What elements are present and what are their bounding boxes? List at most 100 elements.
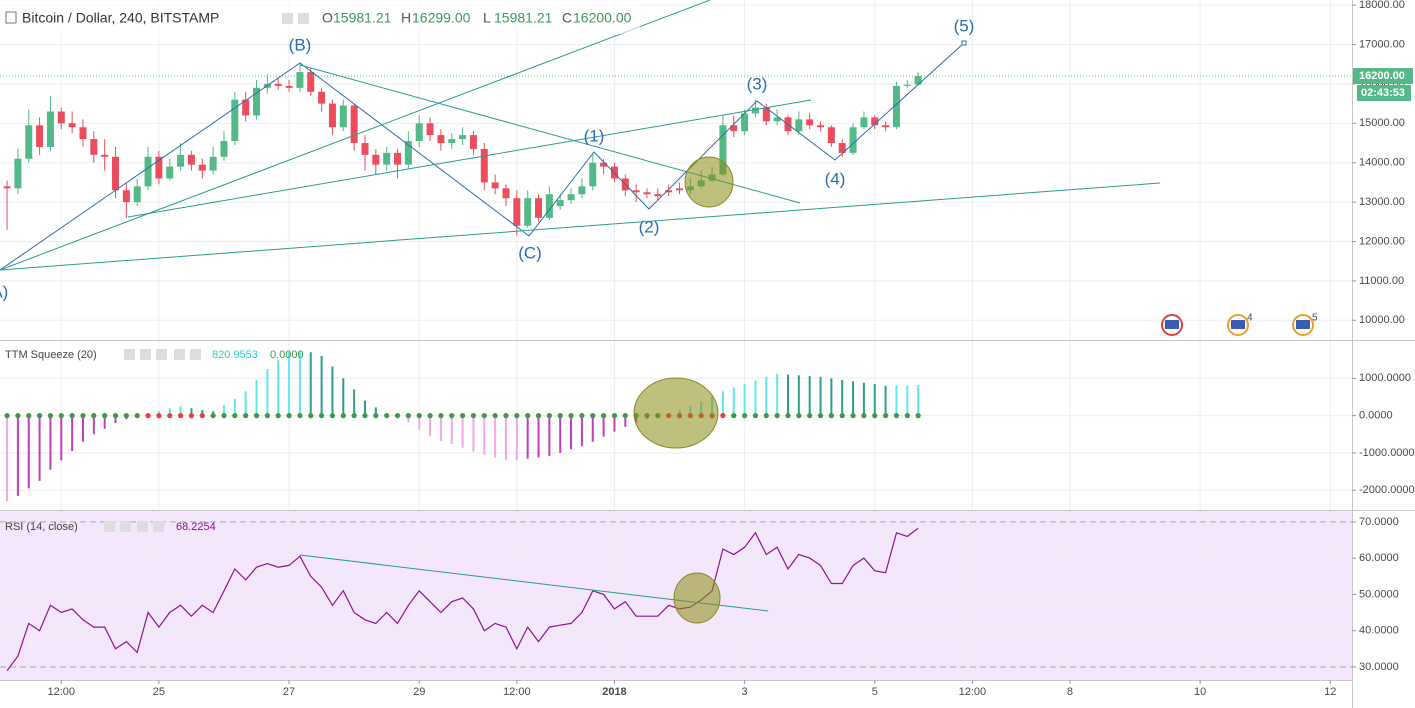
candle-body — [892, 85, 900, 128]
candle-body — [372, 154, 380, 165]
squeeze-dot — [167, 413, 173, 419]
trend-line — [127, 99, 812, 218]
squeeze-dot — [405, 413, 411, 419]
squeeze-dot — [850, 413, 856, 419]
candle-body — [231, 99, 239, 142]
x-tick-label: 27 — [283, 686, 295, 698]
indicator-icons — [104, 521, 164, 532]
candle-body — [524, 198, 532, 226]
squeeze-dot — [188, 413, 195, 419]
squeeze-dot — [839, 413, 845, 419]
wave-label: (B) — [289, 35, 312, 54]
candle-body — [589, 162, 597, 187]
candle-body — [914, 76, 922, 85]
candle-body — [68, 123, 76, 128]
marks — [0, 64, 1352, 671]
squeeze-dot — [601, 413, 607, 419]
squeeze-dot — [622, 413, 628, 419]
candle-body — [198, 164, 206, 171]
squeeze-dot — [394, 413, 401, 419]
y-tick-label: 12000.00 — [1359, 235, 1405, 247]
x-tick-label: 12:00 — [503, 686, 531, 698]
indicator-value: 68.2254 — [176, 521, 216, 533]
squeeze-dot — [438, 413, 444, 419]
y-tick-label: 15000.00 — [1359, 117, 1405, 129]
event-badges: 4 5 — [1161, 313, 1318, 336]
ohlc-value: 15981.21 — [494, 10, 553, 26]
squeeze-dot — [449, 413, 455, 419]
y-tick-label: 1000.0000 — [1359, 372, 1411, 384]
y-tick-label: 40.0000 — [1359, 625, 1399, 637]
squeeze-dot — [210, 413, 216, 419]
last-price-box — [1353, 68, 1413, 85]
ohlc-key: O — [322, 10, 333, 26]
squeeze-dot — [384, 413, 390, 419]
y-tick-label: 0.0000 — [1359, 410, 1393, 422]
candle-body — [654, 194, 662, 197]
candle-body — [46, 111, 54, 147]
candle-body — [90, 139, 98, 155]
x-tick-label: 3 — [742, 686, 748, 698]
candle-body — [274, 83, 282, 86]
y-tick-label: 50.0000 — [1359, 588, 1399, 600]
squeeze-dot — [80, 413, 86, 419]
x-tick-label: 12 — [1324, 686, 1336, 698]
candle-body — [14, 158, 22, 189]
y-tick-label: -1000.0000 — [1359, 447, 1415, 459]
candle-body — [166, 166, 174, 179]
collapse-icon — [5, 11, 17, 24]
wave-label: (C) — [518, 243, 542, 262]
candle-body — [849, 127, 857, 153]
y-tick-label: 18000.00 — [1359, 0, 1405, 11]
squeeze-dot — [579, 413, 585, 419]
candle-body — [762, 107, 770, 122]
candle-body — [535, 198, 543, 218]
chart-title: Bitcoin / Dollar, 240, BITSTAMP — [22, 10, 219, 26]
x-tick-label: 8 — [1067, 686, 1073, 698]
wave-label: (4) — [825, 169, 846, 188]
ohlc-key: H — [401, 10, 411, 26]
candle-body — [817, 125, 825, 128]
last-price-label: 16200.00 — [1359, 70, 1405, 82]
candle-body — [860, 117, 868, 128]
y-tick-label: 13000.00 — [1359, 196, 1405, 208]
icon — [120, 521, 131, 532]
candle-body — [144, 156, 152, 187]
squeeze-dot — [58, 413, 64, 419]
candle-body — [827, 127, 835, 144]
x-tick-label: 12:00 — [48, 686, 76, 698]
candle-body — [296, 72, 304, 88]
squeeze-dot — [362, 413, 368, 419]
candle-body — [36, 125, 44, 147]
candle-body — [133, 186, 141, 203]
squeeze-dot — [145, 413, 151, 419]
squeeze-dot — [156, 413, 162, 419]
icon — [156, 349, 167, 360]
squeeze-dot — [861, 413, 867, 419]
candle-body — [101, 154, 109, 157]
squeeze-dot — [590, 413, 596, 419]
squeeze-dot — [611, 413, 618, 419]
candle-body — [578, 186, 586, 195]
candle-body — [361, 143, 369, 155]
squeeze-dot — [373, 413, 379, 419]
squeeze-dot — [742, 413, 748, 419]
candle-body — [882, 125, 890, 128]
squeeze-dot — [492, 413, 498, 419]
icon — [153, 521, 164, 532]
squeeze-dot — [112, 413, 119, 419]
y-tick-label: 10000.00 — [1359, 314, 1405, 326]
candle-body — [383, 152, 391, 165]
squeeze-dot — [720, 413, 726, 419]
squeeze-dot — [557, 413, 563, 419]
squeeze-dot — [568, 413, 574, 419]
candle-body — [556, 200, 564, 207]
candle-body — [426, 123, 434, 136]
squeeze-dot — [796, 413, 802, 419]
squeeze-dot — [915, 413, 921, 419]
candle-body — [437, 135, 445, 144]
squeeze-dot — [481, 413, 487, 419]
squeeze-dot — [817, 413, 824, 419]
